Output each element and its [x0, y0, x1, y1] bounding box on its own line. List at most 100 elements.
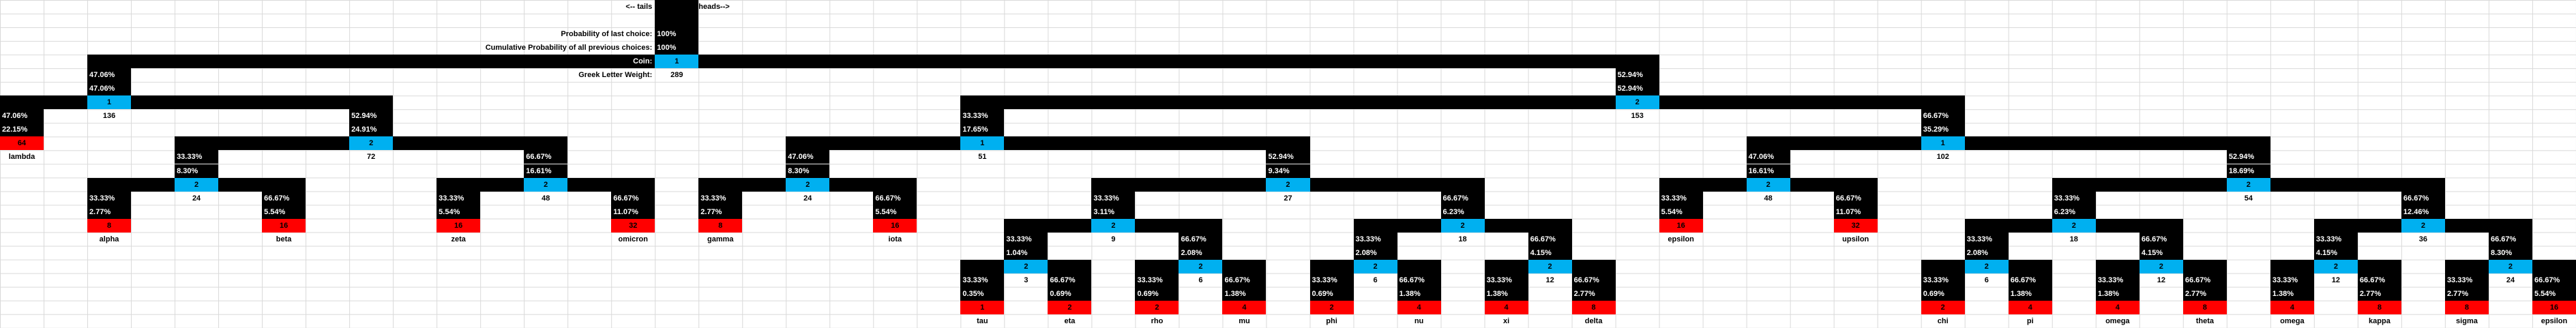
node-prob: 100% — [655, 27, 699, 42]
letter-name: beta — [276, 235, 292, 243]
node-prob: 66.67% — [1397, 273, 1441, 287]
node-cumulative: 1.38% — [2095, 286, 2140, 301]
coin-cell: 2 — [1440, 218, 1485, 233]
leaf-weight: 4 — [1484, 300, 1528, 314]
coin-cell: 2 — [2139, 259, 2183, 273]
node-prob: 66.67% — [2532, 273, 2576, 287]
node-prob: 66.67% — [1222, 273, 1267, 287]
node-cumulative: 0.69% — [1135, 286, 1179, 301]
node-prob: 33.33% — [1484, 273, 1528, 287]
leaf-weight: 64 — [0, 136, 44, 151]
tails-label: <-- tails — [625, 3, 653, 11]
letter-name: kappa — [2369, 316, 2390, 325]
node-prob: 47.06% — [786, 150, 830, 164]
node-cumulative: 1.38% — [1484, 286, 1528, 301]
node-prob: 66.67% — [1179, 232, 1223, 246]
node-prob: 47.06% — [0, 109, 44, 123]
node-weight: 24 — [803, 194, 812, 203]
node-weight: 9 — [1111, 235, 1116, 243]
node-cumulative: 100% — [655, 41, 699, 55]
coin-cell: 2 — [349, 136, 394, 151]
coin-cell: 2 — [524, 177, 568, 192]
node-prob: 52.94% — [2226, 150, 2270, 164]
node-cumulative: 52.94% — [1615, 82, 1659, 96]
node-weight: 3 — [1024, 275, 1028, 284]
letter-name: mu — [1239, 316, 1250, 325]
letter-name: delta — [1584, 316, 1603, 325]
node-cumulative: 4.15% — [2139, 245, 2183, 260]
node-cumulative: 22.15% — [0, 123, 44, 137]
weight-label: Greek Letter Weight: — [578, 71, 653, 80]
node-cumulative: 2.77% — [698, 205, 743, 219]
letter-name: alpha — [99, 235, 119, 243]
node-cumulative: 0.69% — [1921, 286, 1965, 301]
node-cumulative: 8.30% — [175, 164, 219, 178]
coin-cell: 1 — [87, 95, 132, 110]
node-cumulative: 16.61% — [1746, 164, 1790, 178]
node-prob: 33.33% — [1921, 273, 1965, 287]
node-prob: 33.33% — [2270, 273, 2314, 287]
leaf-weight: 2 — [1135, 300, 1179, 314]
node-prob: 66.67% — [2357, 273, 2401, 287]
coin-cell: 2 — [2401, 218, 2445, 233]
node-weight: 12 — [1545, 275, 1554, 284]
node-cumulative: 5.54% — [2532, 286, 2576, 301]
node-cumulative: 1.38% — [1397, 286, 1441, 301]
node-weight: 72 — [367, 153, 376, 162]
letter-name: upsilon — [1842, 235, 1869, 243]
branch-bar — [1746, 136, 2270, 151]
letter-name: zeta — [451, 235, 466, 243]
coin-cell: 2 — [175, 177, 219, 192]
letter-name: rho — [1151, 316, 1164, 325]
node-prob: 66.67% — [1048, 273, 1092, 287]
coin-cell: 2 — [1746, 177, 1790, 192]
node-cumulative: 5.54% — [1659, 205, 1703, 219]
node-prob: 33.33% — [436, 191, 481, 205]
node-cumulative: 5.54% — [873, 205, 917, 219]
node-weight: 24 — [192, 194, 201, 203]
letter-name: eta — [1064, 316, 1076, 325]
node-cumulative: 9.34% — [1266, 164, 1310, 178]
letter-name: iota — [888, 235, 902, 243]
node-cumulative: 12.46% — [2401, 205, 2445, 219]
node-weight: 24 — [2506, 275, 2515, 284]
node-cumulative: 2.08% — [1353, 245, 1397, 260]
node-cumulative: 6.23% — [2052, 205, 2096, 219]
node-cumulative: 1.38% — [2270, 286, 2314, 301]
coin-cell: 2 — [1615, 95, 1659, 110]
node-prob: 33.33% — [698, 191, 743, 205]
letter-name: epsilon — [1668, 235, 1694, 243]
letter-name: phi — [1326, 316, 1337, 325]
coin-cell: 2 — [2226, 177, 2270, 192]
node-prob: 33.33% — [1004, 232, 1048, 246]
node-weight: 6 — [1198, 275, 1203, 284]
leaf-weight: 8 — [1571, 300, 1616, 314]
node-cumulative: 3.11% — [1091, 205, 1136, 219]
leaf-weight: 4 — [1397, 300, 1441, 314]
node-cumulative: 0.69% — [1048, 286, 1092, 301]
node-cumulative: 2.77% — [87, 205, 132, 219]
node-prob: 66.67% — [1528, 232, 1572, 246]
node-cumulative: 6.23% — [1440, 205, 1485, 219]
node-cumulative: 16.61% — [524, 164, 568, 178]
node-weight: 48 — [542, 194, 550, 203]
node-cumulative: 5.54% — [436, 205, 481, 219]
root-top — [655, 14, 699, 28]
node-weight: 136 — [102, 112, 116, 121]
letter-name: omicron — [618, 235, 648, 243]
branch-bar — [0, 95, 394, 110]
node-cumulative: 35.29% — [1921, 123, 1965, 137]
coin-cell: 2 — [1091, 218, 1136, 233]
node-prob: 33.33% — [1353, 232, 1397, 246]
node-prob: 33.33% — [2095, 273, 2140, 287]
node-weight: 51 — [978, 153, 987, 162]
prob-label: Probability of last choice: — [561, 30, 653, 39]
node-cumulative: 2.08% — [1964, 245, 2009, 260]
node-weight: 36 — [2418, 235, 2428, 243]
letter-name: pi — [2026, 316, 2034, 325]
node-weight: 54 — [2244, 194, 2253, 203]
letter-name: gamma — [707, 235, 734, 243]
node-prob: 66.67% — [611, 191, 655, 205]
node-prob: 52.94% — [1615, 68, 1659, 83]
node-prob: 66.67% — [873, 191, 917, 205]
